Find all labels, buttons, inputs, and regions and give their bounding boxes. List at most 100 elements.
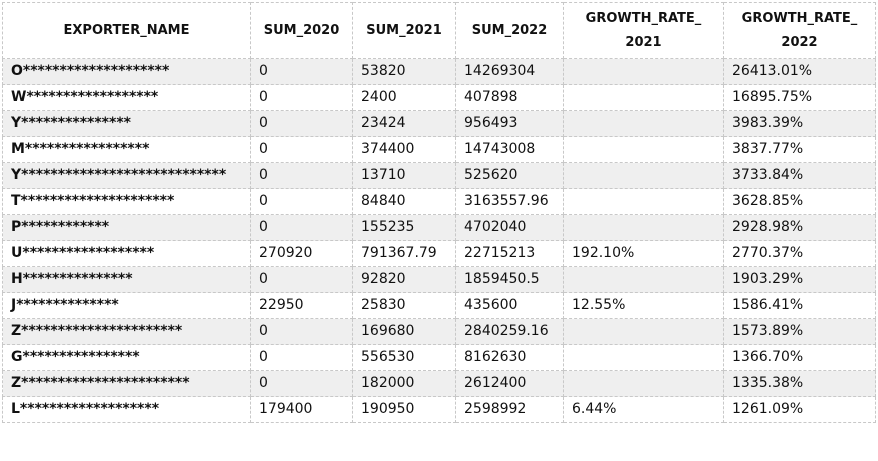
cell: 2400 <box>352 84 456 111</box>
cell: 23424 <box>352 110 456 137</box>
cell <box>563 188 724 215</box>
exporter-name: O******************** <box>2 58 251 85</box>
cell: 53820 <box>352 58 456 85</box>
cell <box>563 58 724 85</box>
cell: 22950 <box>250 292 353 319</box>
exporter-name: Z********************** <box>2 318 251 345</box>
cell: 956493 <box>455 110 564 137</box>
table-row: Z*********************** 0 182000 2612400 13… <box>2 370 876 397</box>
cell: 0 <box>250 58 353 85</box>
cell: 0 <box>250 344 353 371</box>
cell <box>563 84 724 111</box>
header-row: EXPORTER_NAME SUM_2020 SUM_2021 SUM_2022 GRO… <box>2 2 876 59</box>
cell: 2598992 <box>455 396 564 423</box>
cell: 6.44% <box>563 396 724 423</box>
cell: 2770.37% <box>723 240 876 267</box>
cell: 2612400 <box>455 370 564 397</box>
cell: 14743008 <box>455 136 564 163</box>
column-header: SUM_2020 <box>250 2 353 59</box>
cell: 13710 <box>352 162 456 189</box>
cell <box>563 344 724 371</box>
exporter-name: U****************** <box>2 240 251 267</box>
exporter-name: T********************* <box>2 188 251 215</box>
cell: 407898 <box>455 84 564 111</box>
column-header: GROWTH_RATE_2021 <box>563 2 724 59</box>
cell: 155235 <box>352 214 456 241</box>
exporter-name: M***************** <box>2 136 251 163</box>
header-text: SUM_2021 <box>366 23 442 38</box>
cell: 0 <box>250 214 353 241</box>
cell: 0 <box>250 266 353 293</box>
header-text: GROWTH_RATE_2022 <box>741 10 858 50</box>
exporter-name: Z*********************** <box>2 370 251 397</box>
cell: 0 <box>250 136 353 163</box>
table-row: M***************** 0 374400 14743008 3837.77… <box>2 136 876 163</box>
cell: 525620 <box>455 162 564 189</box>
cell: 1261.09% <box>723 396 876 423</box>
cell: 1903.29% <box>723 266 876 293</box>
column-header: EXPORTER_NAME <box>2 2 251 59</box>
cell: 84840 <box>352 188 456 215</box>
cell: 0 <box>250 84 353 111</box>
cell: 92820 <box>352 266 456 293</box>
cell: 2928.98% <box>723 214 876 241</box>
cell <box>563 136 724 163</box>
cell: 25830 <box>352 292 456 319</box>
cell: 192.10% <box>563 240 724 267</box>
cell <box>563 162 724 189</box>
cell <box>563 370 724 397</box>
cell: 0 <box>250 370 353 397</box>
table-row: L******************* 179400 190950 2598992 6… <box>2 396 876 423</box>
exporter-name: P************ <box>2 214 251 241</box>
cell: 3163557.96 <box>455 188 564 215</box>
exporter-name: H*************** <box>2 266 251 293</box>
table-row: U****************** 270920 791367.79 227152… <box>2 240 876 267</box>
exporter-name: L******************* <box>2 396 251 423</box>
exporter-name: G**************** <box>2 344 251 371</box>
header-text: GROWTH_RATE_2021 <box>585 10 702 50</box>
cell: 435600 <box>455 292 564 319</box>
table-row: G**************** 0 556530 8162630 1366.70% <box>2 344 876 371</box>
header-text: SUM_2020 <box>263 23 340 38</box>
exporter-name: W****************** <box>2 84 251 111</box>
table-row: O******************** 0 53820 14269304 26413… <box>2 58 876 85</box>
cell: 0 <box>250 318 353 345</box>
cell: 1366.70% <box>723 344 876 371</box>
table-row: Z********************** 0 169680 2840259.16… <box>2 318 876 345</box>
cell: 374400 <box>352 136 456 163</box>
cell: 22715213 <box>455 240 564 267</box>
table-row: P************ 0 155235 4702040 2928.98% <box>2 214 876 241</box>
cell: 1859450.5 <box>455 266 564 293</box>
column-header: GROWTH_RATE_2022 <box>723 2 876 59</box>
cell <box>563 266 724 293</box>
cell: 14269304 <box>455 58 564 85</box>
table-row: Y*************** 0 23424 956493 3983.39% <box>2 110 876 137</box>
header-text: SUM_2022 <box>471 23 548 38</box>
column-header: SUM_2022 <box>455 2 564 59</box>
cell <box>563 110 724 137</box>
exporter-name: Y*************** <box>2 110 251 137</box>
cell: 182000 <box>352 370 456 397</box>
cell: 1335.38% <box>723 370 876 397</box>
cell <box>563 214 724 241</box>
cell: 0 <box>250 188 353 215</box>
data-table: EXPORTER_NAME SUM_2020 SUM_2021 SUM_2022 GRO… <box>2 2 876 423</box>
cell: 1586.41% <box>723 292 876 319</box>
table-row: Y**************************** 0 13710 52562… <box>2 162 876 189</box>
cell: 791367.79 <box>352 240 456 267</box>
cell: 16895.75% <box>723 84 876 111</box>
cell: 8162630 <box>455 344 564 371</box>
cell: 26413.01% <box>723 58 876 85</box>
cell: 556530 <box>352 344 456 371</box>
exporter-name: J************** <box>2 292 251 319</box>
cell: 0 <box>250 110 353 137</box>
cell: 2840259.16 <box>455 318 564 345</box>
cell: 1573.89% <box>723 318 876 345</box>
table-row: J************** 22950 25830 435600 12.55% 158… <box>2 292 876 319</box>
table-row: W****************** 0 2400 407898 16895.75% <box>2 84 876 111</box>
table-row: T********************* 0 84840 3163557.96 36… <box>2 188 876 215</box>
cell: 190950 <box>352 396 456 423</box>
cell: 3983.39% <box>723 110 876 137</box>
column-header: SUM_2021 <box>352 2 456 59</box>
cell: 0 <box>250 162 353 189</box>
